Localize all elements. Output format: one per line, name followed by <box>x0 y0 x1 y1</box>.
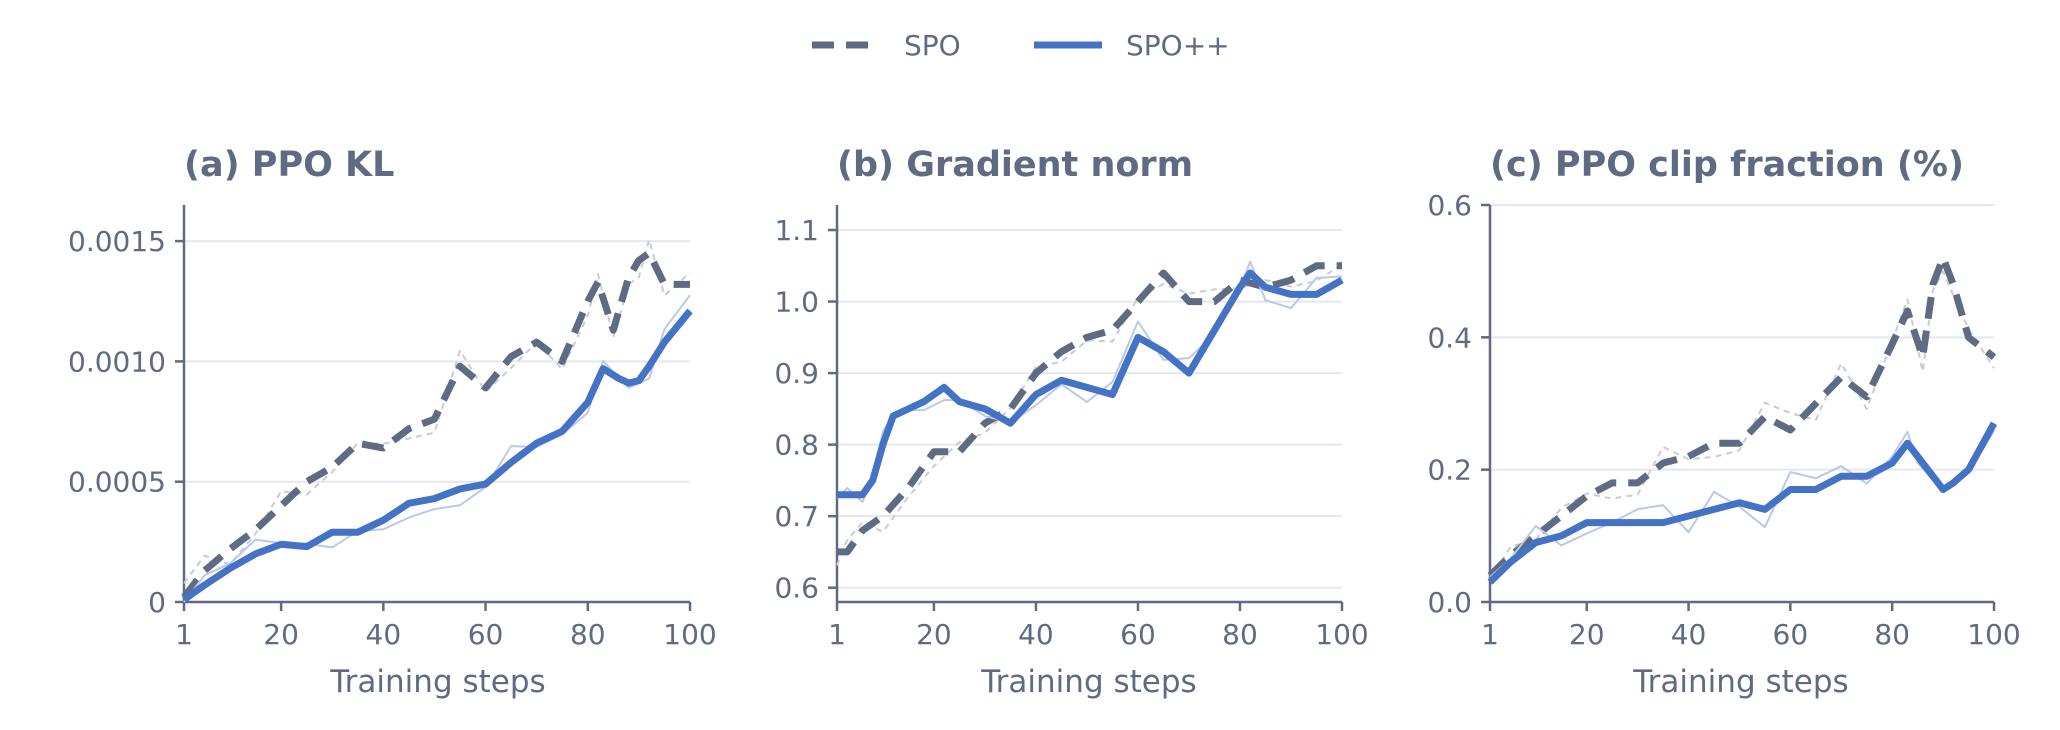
chart-panel-ppo-clip-fraction: (c) PPO clip fraction (%) Training steps… <box>1427 145 2020 700</box>
series-raw-line <box>1489 270 1995 582</box>
y-tick-label: 0.0 <box>1427 586 1472 619</box>
series-raw-line <box>836 260 1343 503</box>
chart-title: (a) PPO KL <box>184 145 394 185</box>
series-line-spopp <box>1487 421 1998 585</box>
y-tick-label: 0.6 <box>1427 189 1472 222</box>
y-tick-label: 0.8 <box>774 429 819 462</box>
series-raw-line <box>836 263 1343 566</box>
x-tick-label: 40 <box>366 618 402 651</box>
y-tick-label: 0.0005 <box>68 466 166 499</box>
x-tick-label: 1 <box>828 618 846 651</box>
series-line-spopp <box>837 269 1344 499</box>
series-line-spo <box>1487 254 1997 579</box>
x-axis-label: Training steps <box>980 664 1196 700</box>
x-axis-label: Training steps <box>329 664 545 700</box>
x-tick-label: 80 <box>570 618 606 651</box>
x-tick-label: 80 <box>1222 618 1258 651</box>
x-tick-label: 40 <box>1018 618 1054 651</box>
legend: SPO SPO++ <box>812 29 1230 62</box>
y-tick-label: 0.6 <box>774 572 819 605</box>
y-tick-label: 0.4 <box>1427 321 1472 354</box>
x-tick-label: 20 <box>263 618 299 651</box>
y-tick-label: 1.0 <box>774 286 819 319</box>
x-tick-label: 100 <box>663 618 716 651</box>
x-tick-label: 20 <box>916 618 952 651</box>
y-tick-label: 0.2 <box>1427 454 1472 487</box>
x-axis-label: Training steps <box>1632 664 1848 700</box>
chart-title: (c) PPO clip fraction (%) <box>1490 145 1964 185</box>
y-tick-label: 0.7 <box>774 500 819 533</box>
x-tick-label: 20 <box>1569 618 1605 651</box>
chart-panel-ppo-kl: (a) PPO KL Training steps 0 0.0005 0.0010 0… <box>68 145 717 700</box>
legend-label-spo: SPO <box>904 29 961 62</box>
series-line-spopp <box>181 308 693 603</box>
chart-panel-gradient-norm: (b) Gradient norm Training steps 0.6 0.7 0… <box>774 145 1368 700</box>
x-tick-label: 1 <box>1481 618 1499 651</box>
y-tick-label: 1.1 <box>774 214 819 247</box>
y-tick-label: 0 <box>148 586 166 619</box>
x-tick-label: 1 <box>175 618 193 651</box>
x-tick-label: 80 <box>1874 618 1910 651</box>
y-tick-label: 0.0010 <box>68 345 166 378</box>
y-tick-label: 0.0015 <box>68 225 166 258</box>
x-tick-label: 60 <box>1120 618 1156 651</box>
x-tick-label: 60 <box>1773 618 1809 651</box>
x-tick-label: 100 <box>1315 618 1368 651</box>
legend-label-spopp: SPO++ <box>1126 29 1230 62</box>
series-line-spo <box>837 262 1342 556</box>
chart-title: (b) Gradient norm <box>837 145 1193 185</box>
x-tick-label: 100 <box>1967 618 2020 651</box>
x-tick-label: 60 <box>468 618 504 651</box>
series-line-spo <box>181 249 690 600</box>
y-tick-label: 0.9 <box>774 357 819 390</box>
x-tick-label: 40 <box>1671 618 1707 651</box>
